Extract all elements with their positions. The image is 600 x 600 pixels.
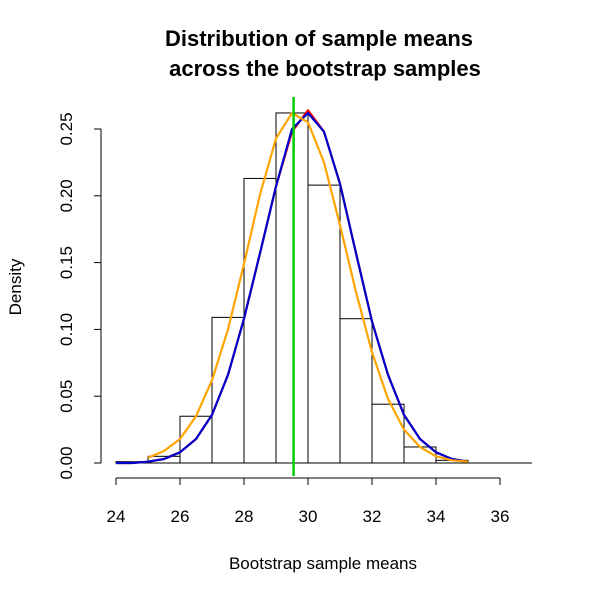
x-tick-label: 24 — [107, 507, 126, 526]
x-axis: 24 26 28 30 32 34 36 — [107, 477, 510, 526]
x-tick-label: 26 — [171, 507, 190, 526]
x-tick-label: 32 — [363, 507, 382, 526]
y-tick-label: 0.10 — [57, 313, 76, 346]
y-tick-label: 0.20 — [57, 179, 76, 212]
y-tick-label: 0.15 — [57, 246, 76, 279]
blue-curve — [116, 111, 469, 465]
histogram-bar — [243, 177, 277, 464]
x-tick-label: 30 — [299, 507, 318, 526]
y-tick-label: 0.00 — [57, 446, 76, 479]
histogram-bar — [339, 318, 373, 464]
x-tick-label: 36 — [491, 507, 510, 526]
orange-curve — [147, 111, 469, 463]
density-curves — [116, 109, 469, 465]
y-tick-label: 0.25 — [57, 112, 76, 145]
y-axis: 0.00 0.05 0.10 0.15 0.20 0.25 — [57, 112, 102, 480]
red-curve — [116, 109, 469, 465]
histogram-bar — [371, 403, 405, 464]
x-tick-label: 34 — [427, 507, 446, 526]
histogram-bar — [307, 184, 341, 464]
y-tick-label: 0.05 — [57, 380, 76, 413]
chart-title-line-2: across the bootstrap samples — [169, 56, 481, 81]
chart-title-line-1: Distribution of sample means — [165, 26, 473, 51]
x-tick-label: 28 — [235, 507, 254, 526]
x-axis-label: Bootstrap sample means — [229, 554, 417, 573]
y-axis-label: Density — [6, 258, 25, 315]
